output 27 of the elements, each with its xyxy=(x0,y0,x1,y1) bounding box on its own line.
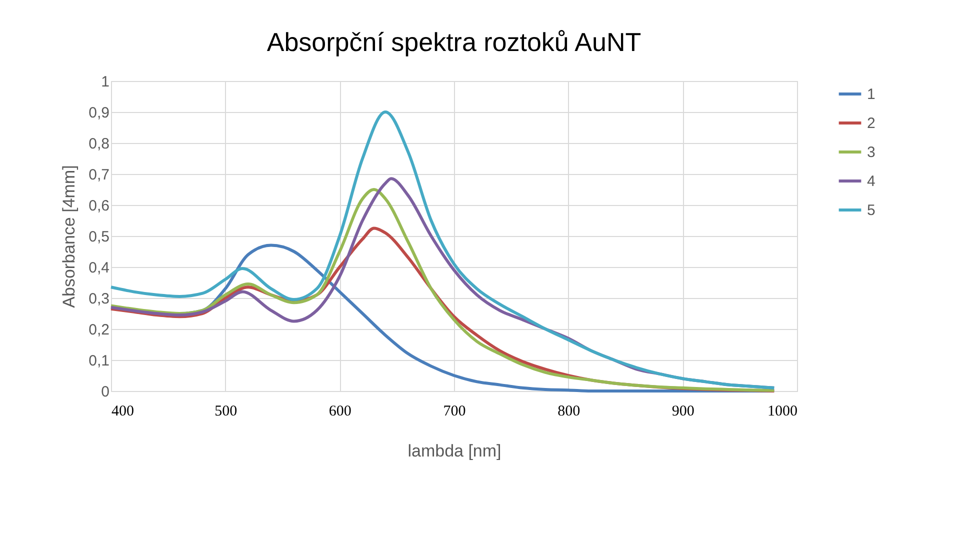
y-tick-label: 0,3 xyxy=(88,290,110,308)
legend-label: 3 xyxy=(867,144,876,161)
legend-label: 4 xyxy=(867,173,876,190)
y-tick-label: 0,1 xyxy=(88,352,110,370)
y-tick-label: 0,4 xyxy=(88,260,110,276)
x-tick-label: 800 xyxy=(558,404,580,420)
y-tick-label: 0,5 xyxy=(88,228,110,246)
legend-label: 2 xyxy=(867,115,876,132)
legend-label: 5 xyxy=(867,202,876,219)
x-axis-title: lambda [nm] xyxy=(408,442,502,460)
y-tick-label: 0,6 xyxy=(88,198,110,214)
x-tick-label: 400 xyxy=(112,404,134,420)
x-tick-label: 900 xyxy=(672,404,694,420)
x-tick-label: 1000 xyxy=(768,404,798,420)
x-tick-label: 600 xyxy=(328,404,352,420)
legend-label: 1 xyxy=(867,86,876,103)
x-tick-label: 700 xyxy=(443,404,466,420)
y-tick-label: 0,7 xyxy=(88,166,110,184)
y-tick-label: 0,9 xyxy=(88,104,110,122)
y-axis-title: Absorbance [4mm] xyxy=(60,165,79,308)
x-tick-label: 500 xyxy=(214,404,238,420)
y-tick-label: 0 xyxy=(101,384,110,400)
y-tick-label: 1 xyxy=(101,74,110,90)
chart-title: Absorpční spektra roztoků AuNT xyxy=(266,27,642,57)
y-tick-label: 0,8 xyxy=(88,136,110,152)
line-series xyxy=(110,110,776,390)
y-tick-label: 0,2 xyxy=(88,322,110,338)
